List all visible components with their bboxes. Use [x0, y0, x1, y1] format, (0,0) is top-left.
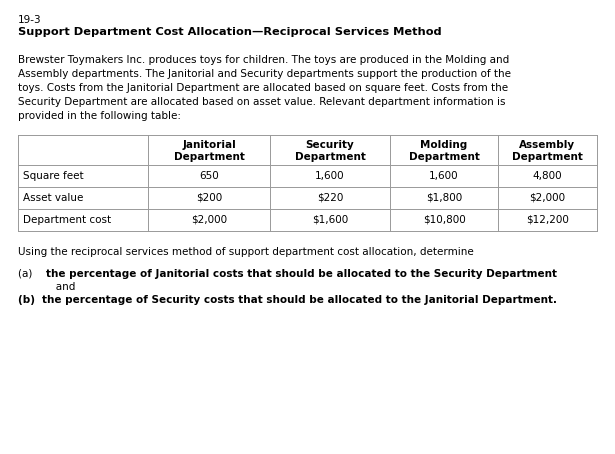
Text: Department: Department — [173, 152, 244, 162]
Text: 4,800: 4,800 — [533, 171, 562, 181]
Text: $2,000: $2,000 — [530, 193, 566, 203]
Text: Department: Department — [512, 152, 583, 162]
Text: 19-3: 19-3 — [18, 15, 42, 25]
Text: Security: Security — [306, 140, 354, 150]
Text: Asset value: Asset value — [23, 193, 84, 203]
Text: $12,200: $12,200 — [526, 215, 569, 225]
Text: $200: $200 — [196, 193, 222, 203]
Text: the percentage of Janitorial costs that should be allocated to the Security Depa: the percentage of Janitorial costs that … — [46, 269, 557, 279]
Text: $1,600: $1,600 — [312, 215, 348, 225]
Text: Support Department Cost Allocation—Reciprocal Services Method: Support Department Cost Allocation—Recip… — [18, 27, 442, 37]
Text: $220: $220 — [317, 193, 343, 203]
Text: Molding: Molding — [421, 140, 467, 150]
Text: Square feet: Square feet — [23, 171, 84, 181]
Text: Department: Department — [295, 152, 365, 162]
Text: 1,600: 1,600 — [429, 171, 459, 181]
Text: $2,000: $2,000 — [191, 215, 227, 225]
Text: Department: Department — [408, 152, 480, 162]
Text: Security Department are allocated based on asset value. Relevant department info: Security Department are allocated based … — [18, 97, 506, 107]
Text: (a): (a) — [18, 269, 39, 279]
Text: and: and — [46, 282, 76, 292]
Text: (b): (b) — [18, 295, 39, 305]
Text: Brewster Toymakers Inc. produces toys for children. The toys are produced in the: Brewster Toymakers Inc. produces toys fo… — [18, 55, 509, 65]
Text: $10,800: $10,800 — [423, 215, 466, 225]
Text: $1,800: $1,800 — [426, 193, 462, 203]
Text: Assembly: Assembly — [520, 140, 576, 150]
Text: 650: 650 — [199, 171, 219, 181]
Text: the percentage of Security costs that should be allocated to the Janitorial Depa: the percentage of Security costs that sh… — [42, 295, 557, 305]
Text: Department cost: Department cost — [23, 215, 111, 225]
Text: Using the reciprocal services method of support department cost allocation, dete: Using the reciprocal services method of … — [18, 247, 474, 257]
Text: toys. Costs from the Janitorial Department are allocated based on square feet. C: toys. Costs from the Janitorial Departme… — [18, 83, 508, 93]
Text: Assembly departments. The Janitorial and Security departments support the produc: Assembly departments. The Janitorial and… — [18, 69, 511, 79]
Text: provided in the following table:: provided in the following table: — [18, 111, 181, 121]
Text: Janitorial: Janitorial — [182, 140, 236, 150]
Text: 1,600: 1,600 — [315, 171, 345, 181]
